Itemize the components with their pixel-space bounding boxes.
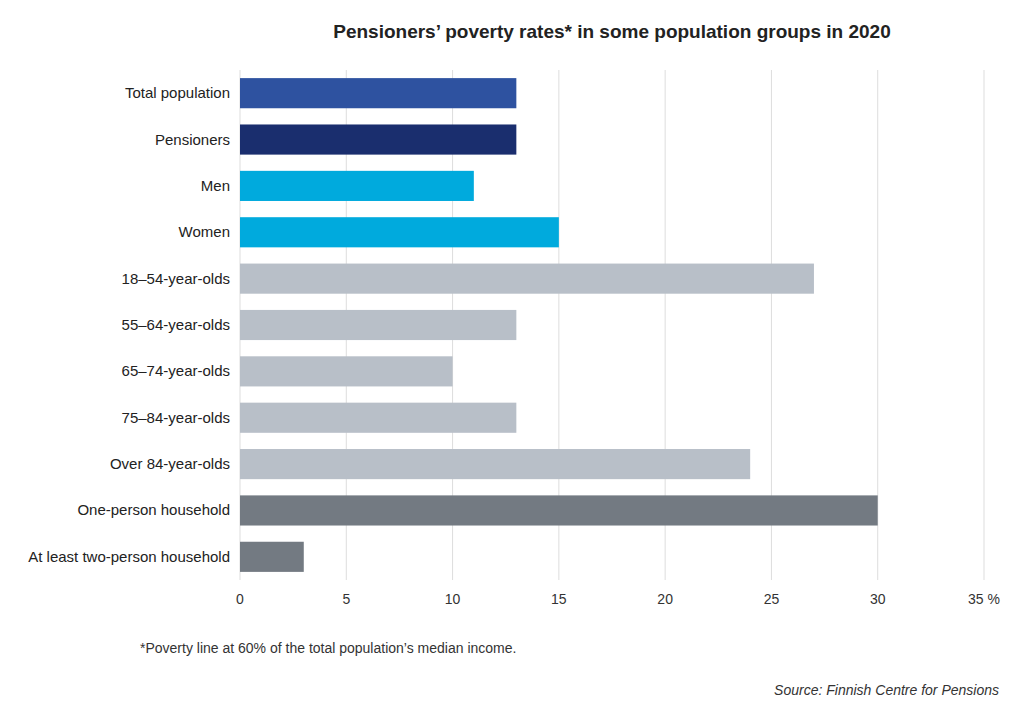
category-label: 55–64-year-olds xyxy=(122,316,230,333)
category-label: At least two-person household xyxy=(28,548,230,565)
category-label: Men xyxy=(201,177,230,194)
bar xyxy=(240,495,878,525)
bars xyxy=(240,78,878,572)
tick-label: 25 xyxy=(764,591,780,607)
bar xyxy=(240,78,516,108)
tick-label: 20 xyxy=(657,591,673,607)
bar xyxy=(240,403,516,433)
category-label: 18–54-year-olds xyxy=(122,270,230,287)
tick-label: 30 xyxy=(870,591,886,607)
bar xyxy=(240,264,814,294)
tick-label: 0 xyxy=(236,591,244,607)
chart: Pensioners’ poverty rates* in some popul… xyxy=(0,0,1024,715)
source: Source: Finnish Centre for Pensions xyxy=(774,682,999,698)
category-label: 75–84-year-olds xyxy=(122,409,230,426)
category-label: Total population xyxy=(125,84,230,101)
grid xyxy=(240,70,984,580)
tick-label: 35 % xyxy=(968,591,1000,607)
bar xyxy=(240,124,516,154)
tick-label: 10 xyxy=(445,591,461,607)
page: {"chart_data": {"type": "bar", "orientat… xyxy=(0,0,1024,715)
bar xyxy=(240,171,474,201)
bar xyxy=(240,217,559,247)
category-label: 65–74-year-olds xyxy=(122,362,230,379)
category-label: Women xyxy=(179,223,230,240)
bar xyxy=(240,310,516,340)
bar xyxy=(240,356,453,386)
bar xyxy=(240,542,304,572)
bar xyxy=(240,449,750,479)
category-label: Over 84-year-olds xyxy=(110,455,230,472)
category-label: One-person household xyxy=(77,501,230,518)
title: Pensioners’ poverty rates* in some popul… xyxy=(333,21,891,42)
category-label: Pensioners xyxy=(155,131,230,148)
tick-label: 5 xyxy=(342,591,350,607)
footnote: *Poverty line at 60% of the total popula… xyxy=(140,640,516,656)
tick-label: 15 xyxy=(551,591,567,607)
grid-line xyxy=(984,70,985,580)
